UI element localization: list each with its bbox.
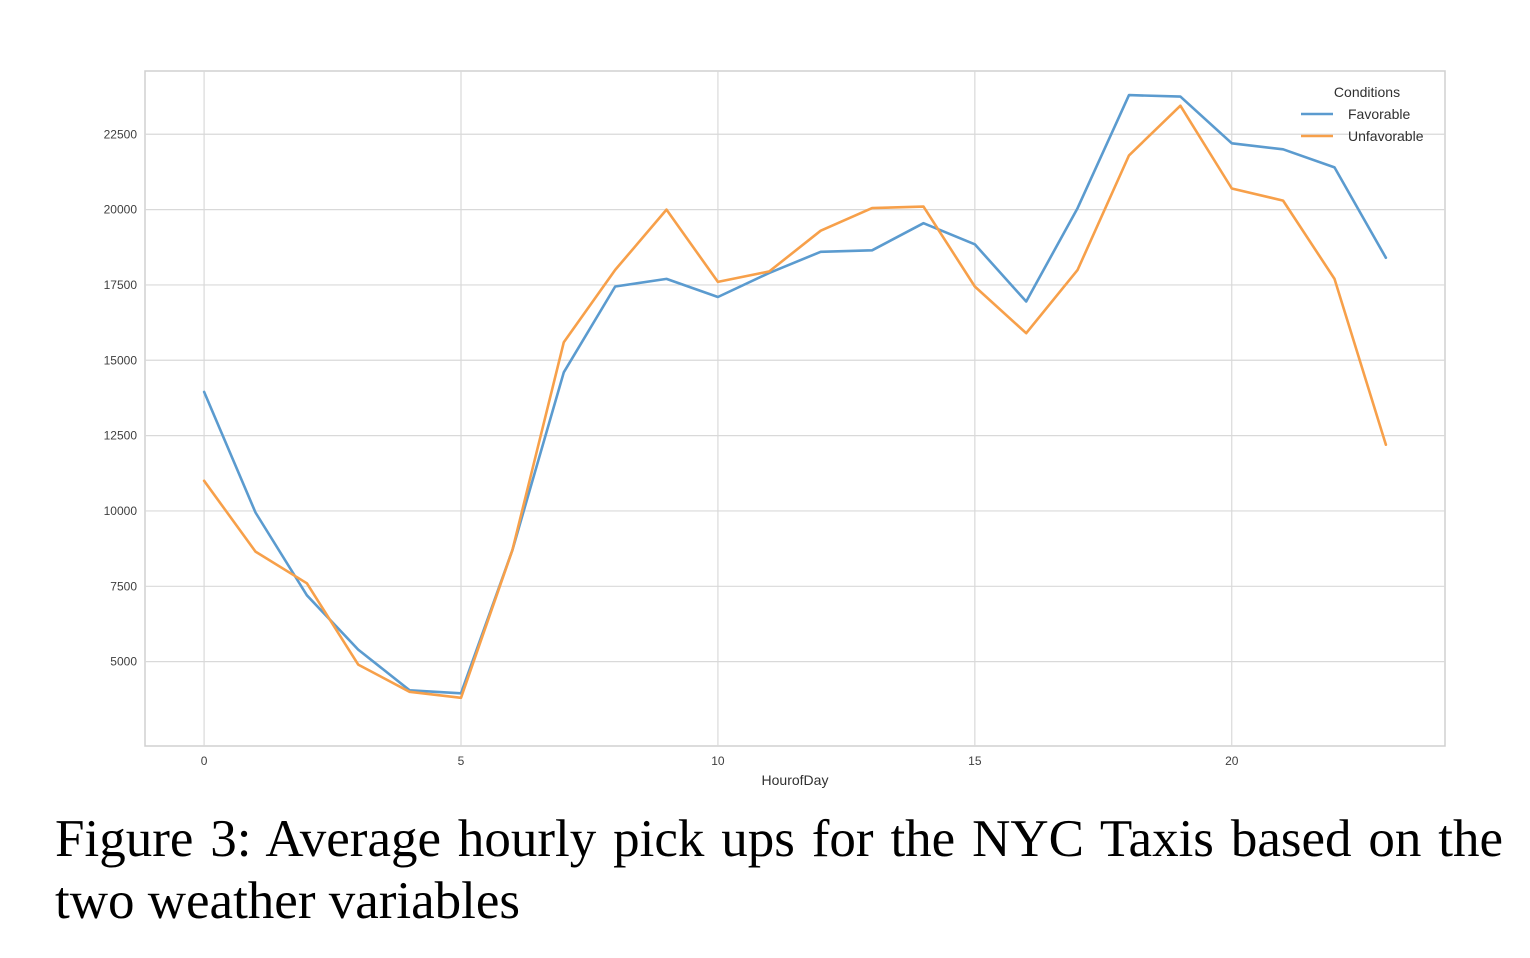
series-lines — [202, 93, 1388, 700]
y-tick-label: 22500 — [104, 127, 138, 141]
x-axis-label: HourofDay — [762, 772, 829, 788]
y-tick-label: 20000 — [104, 203, 138, 217]
grid-lines — [145, 71, 1445, 746]
series-line-unfavorable — [202, 104, 1388, 700]
x-tick-label: 0 — [201, 754, 208, 768]
legend-entries: Favorable Unfavorable — [1301, 106, 1424, 144]
y-tick-label: 12500 — [104, 429, 138, 443]
y-tick-label: 15000 — [104, 353, 138, 367]
y-tick-label: 10000 — [104, 504, 138, 518]
x-tick-label: 5 — [458, 754, 465, 768]
legend-title: Conditions — [1334, 84, 1400, 100]
y-tick-label: 5000 — [110, 655, 137, 669]
y-tick-label: 7500 — [110, 579, 137, 593]
figure-caption: Figure 3: Average hourly pick ups for th… — [55, 810, 1503, 930]
plot-area — [144, 70, 1446, 747]
series-line-favorable — [202, 93, 1388, 695]
x-tick-label: 20 — [1225, 754, 1239, 768]
x-tick-label: 15 — [968, 754, 982, 768]
legend: Conditions Favorable Unfavorable — [1301, 84, 1424, 144]
line-chart: 0 5 10 15 20 5000 7500 10000 12500 15000 17500 2000… — [104, 70, 1446, 788]
legend-label-unfavorable: Unfavorable — [1348, 128, 1424, 144]
tick-labels: 0 5 10 15 20 5000 7500 10000 12500 15000 17500 2000… — [104, 127, 1239, 768]
legend-label-favorable: Favorable — [1348, 106, 1410, 122]
x-tick-label: 10 — [711, 754, 725, 768]
y-tick-label: 17500 — [104, 278, 138, 292]
